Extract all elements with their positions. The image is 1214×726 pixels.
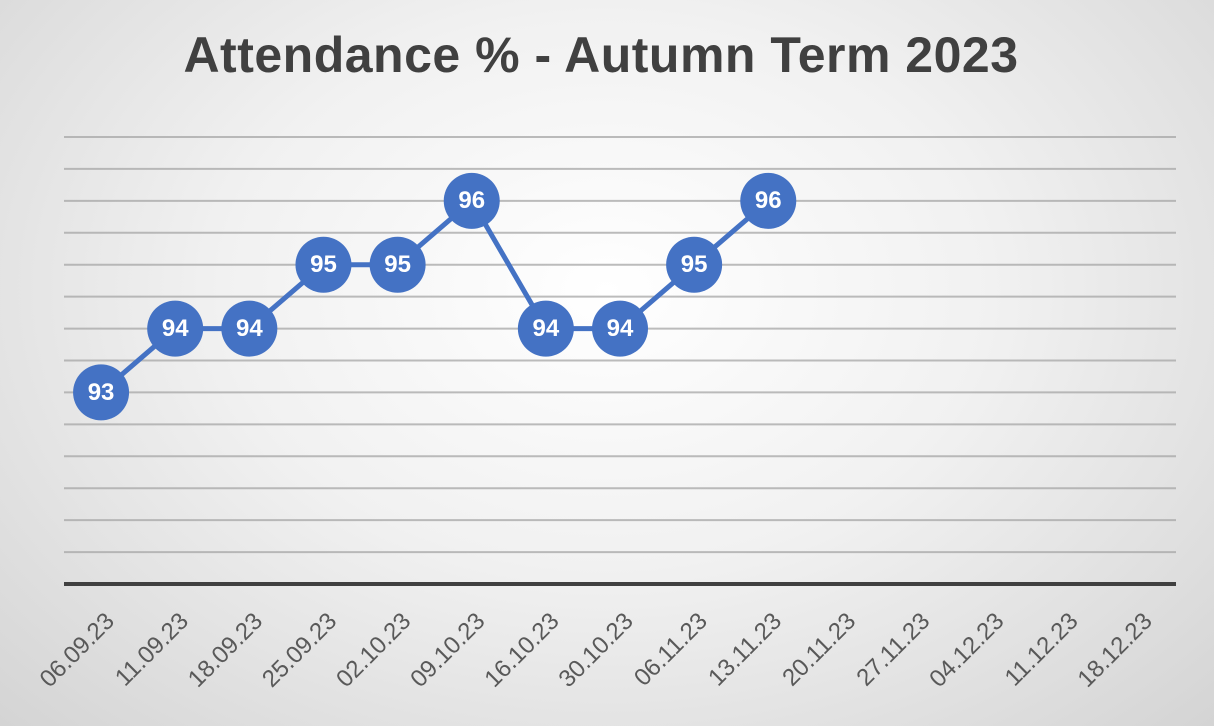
x-tick-label: 30.10.23 [554, 608, 639, 693]
x-tick-label: 06.11.23 [629, 608, 713, 692]
data-point-marker [73, 364, 130, 421]
series-line [99, 198, 770, 395]
x-tick-label: 20.11.23 [777, 608, 861, 692]
x-tick-label: 11.12.23 [1000, 608, 1084, 692]
data-label: 94 [236, 315, 263, 342]
data-label: 95 [310, 251, 337, 278]
data-label: 94 [607, 315, 634, 342]
chart-title: Attendance % - Autumn Term 2023 [183, 27, 1019, 83]
data-point-marker [369, 236, 426, 293]
data-point-marker [740, 172, 797, 229]
data-label: 95 [681, 251, 708, 278]
x-tick-label: 18.09.23 [183, 608, 268, 693]
x-tick-label: 04.12.23 [924, 608, 1009, 693]
data-point-marker [221, 300, 278, 357]
data-point-marker [666, 236, 723, 293]
data-label: 96 [458, 187, 485, 214]
data-point-marker [592, 300, 648, 357]
data-label: 94 [533, 315, 560, 342]
data-point-marker [295, 236, 352, 293]
x-tick-label: 18.12.23 [1073, 608, 1158, 693]
x-tick-label: 11.09.23 [110, 608, 194, 692]
data-point-marker [147, 300, 204, 357]
x-tick-label: 06.09.23 [35, 608, 120, 693]
data-label: 95 [384, 251, 411, 278]
data-point-marker [517, 300, 574, 357]
x-tick-labels: 06.09.2311.09.2318.09.2325.09.2302.10.23… [35, 608, 1158, 693]
x-tick-label: 02.10.23 [331, 608, 416, 693]
x-tick-label: 13.11.23 [703, 608, 787, 692]
x-tick-label: 09.10.23 [405, 608, 490, 693]
data-label: 94 [162, 315, 189, 342]
data-label: 96 [755, 187, 782, 214]
x-tick-label: 25.09.23 [257, 608, 342, 693]
x-tick-label: 27.11.23 [851, 608, 935, 692]
x-tick-label: 16.10.23 [479, 608, 564, 693]
data-label: 93 [88, 379, 115, 406]
data-point-marker [443, 172, 500, 229]
